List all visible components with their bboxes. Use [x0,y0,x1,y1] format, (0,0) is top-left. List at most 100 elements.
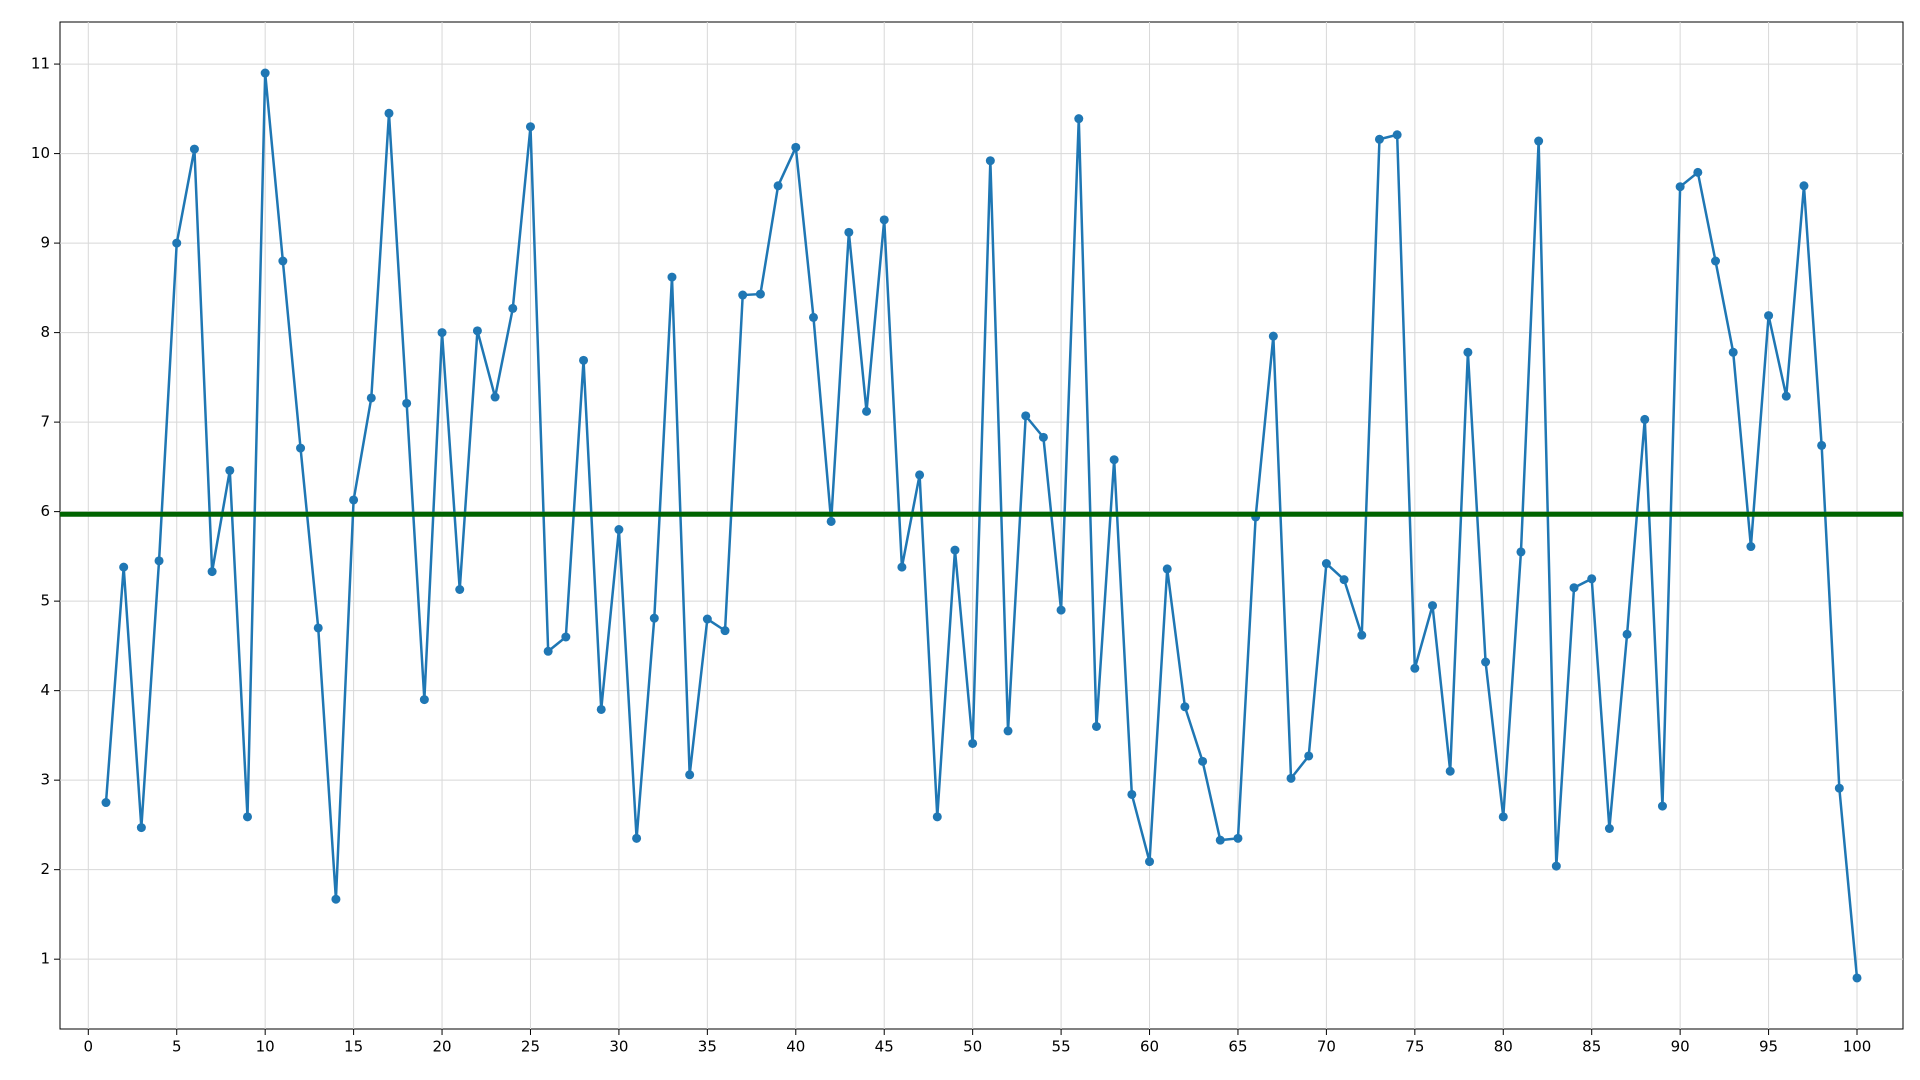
data-point [525,122,535,132]
data-point [579,355,589,365]
data-point [1622,629,1632,639]
data-point [1852,973,1862,983]
data-point [508,303,518,313]
data-point [472,326,482,336]
data-point [1233,833,1243,843]
data-point [1746,542,1756,552]
data-point [1091,721,1101,731]
data-point [879,215,889,225]
data-point [1711,256,1721,266]
data-point [1551,861,1561,871]
y-tick-label: 3 [40,771,50,789]
data-point [685,770,695,780]
data-point [915,470,925,480]
y-tick-label: 9 [40,234,50,252]
data-point [932,812,942,822]
y-tick-label: 7 [40,413,50,431]
data-point [1799,181,1809,191]
data-point [1162,564,1172,574]
x-tick-label: 30 [609,1038,628,1056]
data-point [1764,311,1774,321]
data-point [1339,575,1349,585]
data-point [1374,134,1384,144]
x-tick-label: 80 [1494,1038,1513,1056]
data-point [1056,605,1066,615]
x-tick-label: 70 [1317,1038,1336,1056]
data-point [207,567,217,577]
data-point [1428,601,1438,611]
data-point [738,290,748,300]
data-point [561,632,571,642]
data-point [402,398,412,408]
data-point [1587,574,1597,584]
data-point [278,256,288,266]
data-point [950,545,960,555]
data-point [1357,630,1367,640]
x-tick-label: 75 [1405,1038,1424,1056]
x-tick-label: 15 [344,1038,363,1056]
y-tick-label: 4 [40,681,50,699]
data-point [862,406,872,416]
data-point [1198,756,1208,766]
y-tick-label: 2 [40,860,50,878]
data-point [1657,801,1667,811]
data-point [1410,663,1420,673]
data-point [1268,331,1278,341]
data-point [1003,726,1013,736]
data-point [755,289,765,299]
y-tick-label: 8 [40,323,50,341]
data-point [667,272,677,282]
data-point [702,614,712,624]
x-tick-label: 60 [1140,1038,1159,1056]
data-point [366,393,376,403]
data-point [1693,167,1703,177]
data-point [172,238,182,248]
x-tick-label: 55 [1052,1038,1071,1056]
data-point [826,516,836,526]
data-point [1675,182,1685,192]
x-tick-label: 5 [172,1038,182,1056]
x-tick-label: 0 [84,1038,94,1056]
x-tick-label: 90 [1671,1038,1690,1056]
x-tick-label: 100 [1843,1038,1872,1056]
data-point [313,623,323,633]
plot-frame [59,21,1904,1030]
x-tick-label: 65 [1228,1038,1247,1056]
data-point [384,108,394,118]
x-tick-label: 20 [432,1038,451,1056]
data-point [596,704,606,714]
x-tick-label: 10 [256,1038,275,1056]
x-tick-label: 95 [1759,1038,1778,1056]
y-tick-label: 6 [40,502,50,520]
data-point [331,894,341,904]
x-tick-label: 50 [963,1038,982,1056]
x-tick-label: 45 [875,1038,894,1056]
data-point [296,443,306,453]
data-point [437,328,447,338]
data-point [349,495,359,505]
data-point [260,68,270,78]
data-point [791,142,801,152]
x-tick-label: 40 [786,1038,805,1056]
data-point [455,585,465,595]
x-tick-label: 25 [521,1038,540,1056]
data-point [543,646,553,656]
data-point [1021,411,1031,421]
data-point [1038,432,1048,442]
data-point [649,613,659,623]
y-tick-label: 11 [31,55,50,73]
data-point [1604,823,1614,833]
data-point [1392,130,1402,140]
data-point [1569,583,1579,593]
y-tick-label: 1 [40,950,50,968]
data-point [968,738,978,748]
data-point [1640,414,1650,424]
data-point [1180,702,1190,712]
data-point [136,823,146,833]
data-point [1074,114,1084,124]
data-point [1215,835,1225,845]
data-point [844,227,854,237]
data-point [773,181,783,191]
data-point [225,465,235,475]
